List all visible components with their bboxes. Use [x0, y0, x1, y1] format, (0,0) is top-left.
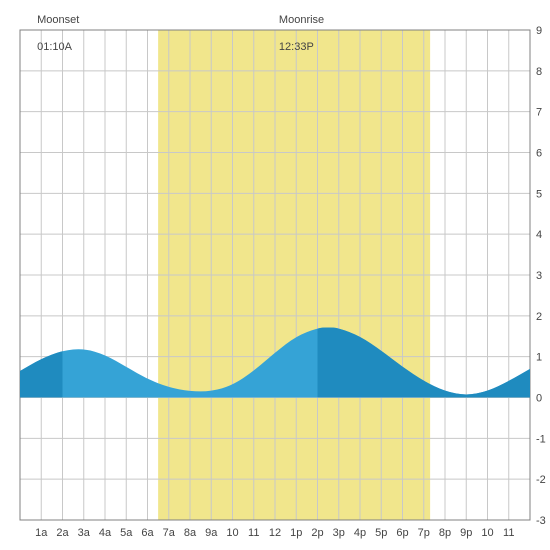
- svg-text:2: 2: [536, 311, 542, 323]
- svg-text:11: 11: [248, 527, 259, 539]
- svg-text:5a: 5a: [120, 527, 133, 539]
- svg-text:-3: -3: [536, 515, 546, 527]
- svg-text:5p: 5p: [375, 527, 387, 539]
- moonrise-title: Moonrise: [279, 14, 324, 26]
- moonset-label: Moonset 01:10A: [25, 0, 79, 69]
- moonrise-label: Moonrise 12:33P: [267, 0, 324, 69]
- svg-text:12: 12: [269, 527, 281, 539]
- svg-text:4p: 4p: [354, 527, 366, 539]
- svg-text:3: 3: [536, 270, 542, 282]
- tide-chart: Moonset 01:10A Moonrise 12:33P -3-2-1012…: [0, 0, 550, 550]
- svg-text:8a: 8a: [184, 527, 197, 539]
- svg-text:10: 10: [481, 527, 493, 539]
- svg-text:-1: -1: [536, 433, 546, 445]
- svg-text:8: 8: [536, 66, 542, 78]
- svg-text:4a: 4a: [99, 527, 112, 539]
- svg-text:6p: 6p: [396, 527, 408, 539]
- svg-text:7a: 7a: [163, 527, 176, 539]
- svg-text:6a: 6a: [141, 527, 154, 539]
- svg-text:4: 4: [536, 229, 542, 241]
- svg-text:9p: 9p: [460, 527, 472, 539]
- svg-text:7p: 7p: [418, 527, 430, 539]
- moonrise-time: 12:33P: [279, 41, 314, 53]
- moonset-title: Moonset: [37, 14, 79, 26]
- moonset-time: 01:10A: [37, 41, 72, 53]
- svg-text:0: 0: [536, 393, 542, 405]
- svg-text:-2: -2: [536, 474, 546, 486]
- svg-text:2p: 2p: [311, 527, 323, 539]
- svg-text:1: 1: [536, 352, 542, 364]
- svg-text:7: 7: [536, 107, 542, 119]
- chart-svg: -3-2-101234567891a2a3a4a5a6a7a8a9a101112…: [0, 0, 550, 550]
- svg-text:6: 6: [536, 148, 542, 160]
- svg-text:3p: 3p: [333, 527, 345, 539]
- svg-text:1a: 1a: [35, 527, 48, 539]
- svg-text:1p: 1p: [290, 527, 302, 539]
- svg-text:3a: 3a: [78, 527, 91, 539]
- svg-text:2a: 2a: [56, 527, 69, 539]
- svg-text:11: 11: [503, 527, 514, 539]
- svg-text:8p: 8p: [439, 527, 451, 539]
- svg-text:5: 5: [536, 188, 542, 200]
- svg-text:10: 10: [226, 527, 238, 539]
- svg-text:9a: 9a: [205, 527, 218, 539]
- svg-text:9: 9: [536, 25, 542, 37]
